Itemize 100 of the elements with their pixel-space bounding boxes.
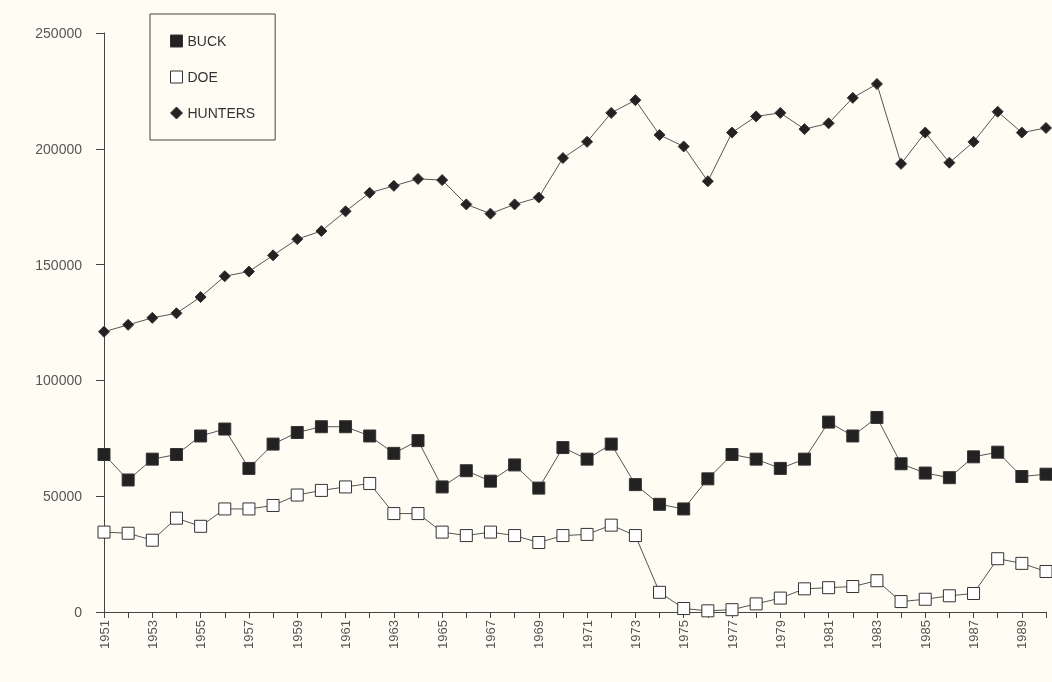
point	[797, 582, 811, 596]
point	[798, 123, 811, 136]
point	[339, 420, 353, 434]
point	[290, 426, 304, 440]
point	[750, 110, 763, 123]
point	[194, 429, 208, 443]
point	[701, 604, 715, 618]
point	[266, 437, 280, 451]
point	[942, 471, 956, 485]
point	[459, 464, 473, 478]
point	[97, 448, 111, 462]
point	[411, 507, 425, 521]
point	[773, 591, 787, 605]
point	[121, 473, 135, 487]
x-tick-label: 1979	[772, 620, 788, 649]
point	[508, 458, 522, 472]
point	[146, 311, 159, 324]
point	[653, 497, 667, 511]
point	[604, 437, 618, 451]
point	[339, 205, 352, 218]
x-tick-label: 1953	[144, 620, 160, 649]
point	[363, 186, 376, 199]
point	[363, 476, 377, 490]
point	[870, 574, 884, 588]
point	[967, 135, 980, 148]
point	[870, 410, 884, 424]
x-tick-label: 1963	[386, 620, 402, 649]
point	[387, 179, 400, 192]
point	[773, 461, 787, 475]
y-tick-label: 200000	[35, 140, 83, 157]
x-tick-label: 1965	[434, 620, 450, 649]
point	[218, 270, 231, 283]
point	[483, 474, 497, 488]
point	[846, 429, 860, 443]
point	[194, 291, 207, 304]
x-tick-label: 1959	[289, 620, 305, 649]
point	[1015, 556, 1029, 570]
x-tick-label: 1971	[579, 620, 595, 649]
point	[653, 128, 666, 141]
point	[774, 106, 787, 119]
point	[677, 140, 690, 153]
point	[242, 502, 256, 516]
point	[266, 498, 280, 512]
x-tick-label: 1977	[724, 620, 740, 649]
point	[725, 448, 739, 462]
point	[895, 157, 908, 170]
point	[846, 91, 859, 104]
point	[363, 429, 377, 443]
point	[943, 156, 956, 169]
point	[387, 507, 401, 521]
point	[677, 502, 691, 516]
point	[484, 207, 497, 220]
point	[460, 198, 473, 211]
point	[1040, 121, 1052, 134]
point	[701, 472, 715, 486]
y-tick-label: 250000	[35, 25, 83, 41]
point	[436, 174, 449, 187]
point	[701, 175, 714, 188]
point	[846, 580, 860, 594]
y-tick-label: 100000	[35, 372, 83, 389]
x-tick-label: 1987	[966, 620, 982, 649]
point	[97, 525, 111, 539]
point	[532, 536, 546, 550]
point	[1039, 467, 1052, 481]
point	[556, 152, 569, 165]
point	[677, 602, 691, 616]
point	[870, 77, 883, 90]
point	[267, 249, 280, 262]
point	[991, 105, 1004, 118]
point	[629, 94, 642, 107]
point	[967, 450, 981, 464]
point	[242, 461, 256, 475]
point	[967, 586, 981, 600]
point	[797, 452, 811, 466]
x-tick-label: 1985	[917, 620, 933, 649]
point	[194, 519, 208, 533]
x-tick-label: 1983	[869, 620, 885, 649]
point	[604, 518, 618, 532]
point	[339, 480, 353, 494]
point	[653, 585, 667, 599]
x-tick-label: 1955	[193, 620, 209, 649]
y-tick-label: 150000	[35, 256, 83, 273]
point	[822, 581, 836, 595]
x-tick-label: 1969	[531, 620, 547, 649]
point	[145, 533, 159, 547]
x-tick-label: 1951	[96, 620, 112, 649]
point	[315, 225, 328, 238]
point	[749, 597, 763, 611]
point	[242, 265, 255, 278]
point	[218, 422, 232, 436]
point	[1015, 470, 1029, 484]
legend-label: HUNTERS	[187, 105, 256, 121]
legend-label: DOE	[187, 69, 218, 85]
point	[822, 415, 836, 429]
point	[412, 172, 424, 185]
x-tick-label: 1973	[627, 620, 643, 649]
point	[605, 106, 618, 119]
point	[918, 466, 932, 480]
point	[290, 488, 304, 502]
legend-label: BUCK	[187, 33, 228, 49]
